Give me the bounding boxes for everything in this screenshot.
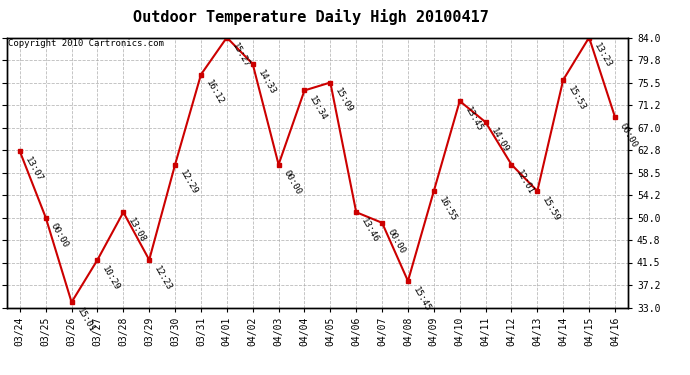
Text: 13:07: 13:07 [23, 156, 44, 183]
Text: 13:08: 13:08 [126, 216, 148, 244]
Text: 10:29: 10:29 [101, 264, 122, 292]
Text: 15:01: 15:01 [75, 306, 96, 334]
Text: 12:01: 12:01 [515, 169, 536, 196]
Text: 15:09: 15:09 [333, 87, 355, 114]
Text: 15:53: 15:53 [566, 84, 588, 112]
Text: 12:29: 12:29 [178, 169, 199, 196]
Text: 13:45: 13:45 [463, 105, 484, 133]
Text: 15:59: 15:59 [540, 195, 562, 223]
Text: 00:00: 00:00 [385, 227, 406, 255]
Text: Copyright 2010 Cartronics.com: Copyright 2010 Cartronics.com [8, 39, 164, 48]
Text: 15:45: 15:45 [411, 285, 433, 313]
Text: 16:12: 16:12 [204, 79, 226, 106]
Text: 13:46: 13:46 [359, 216, 381, 244]
Text: Outdoor Temperature Daily High 20100417: Outdoor Temperature Daily High 20100417 [132, 9, 489, 26]
Text: 00:00: 00:00 [49, 222, 70, 249]
Text: 15:34: 15:34 [308, 94, 329, 123]
Text: 14:33: 14:33 [256, 68, 277, 96]
Text: 15:27: 15:27 [230, 42, 251, 69]
Text: 14:09: 14:09 [489, 126, 510, 154]
Text: 13:23: 13:23 [592, 42, 613, 69]
Text: 16:55: 16:55 [437, 195, 458, 223]
Text: 12:23: 12:23 [152, 264, 174, 292]
Text: 00:00: 00:00 [618, 121, 640, 149]
Text: 00:00: 00:00 [282, 169, 303, 196]
